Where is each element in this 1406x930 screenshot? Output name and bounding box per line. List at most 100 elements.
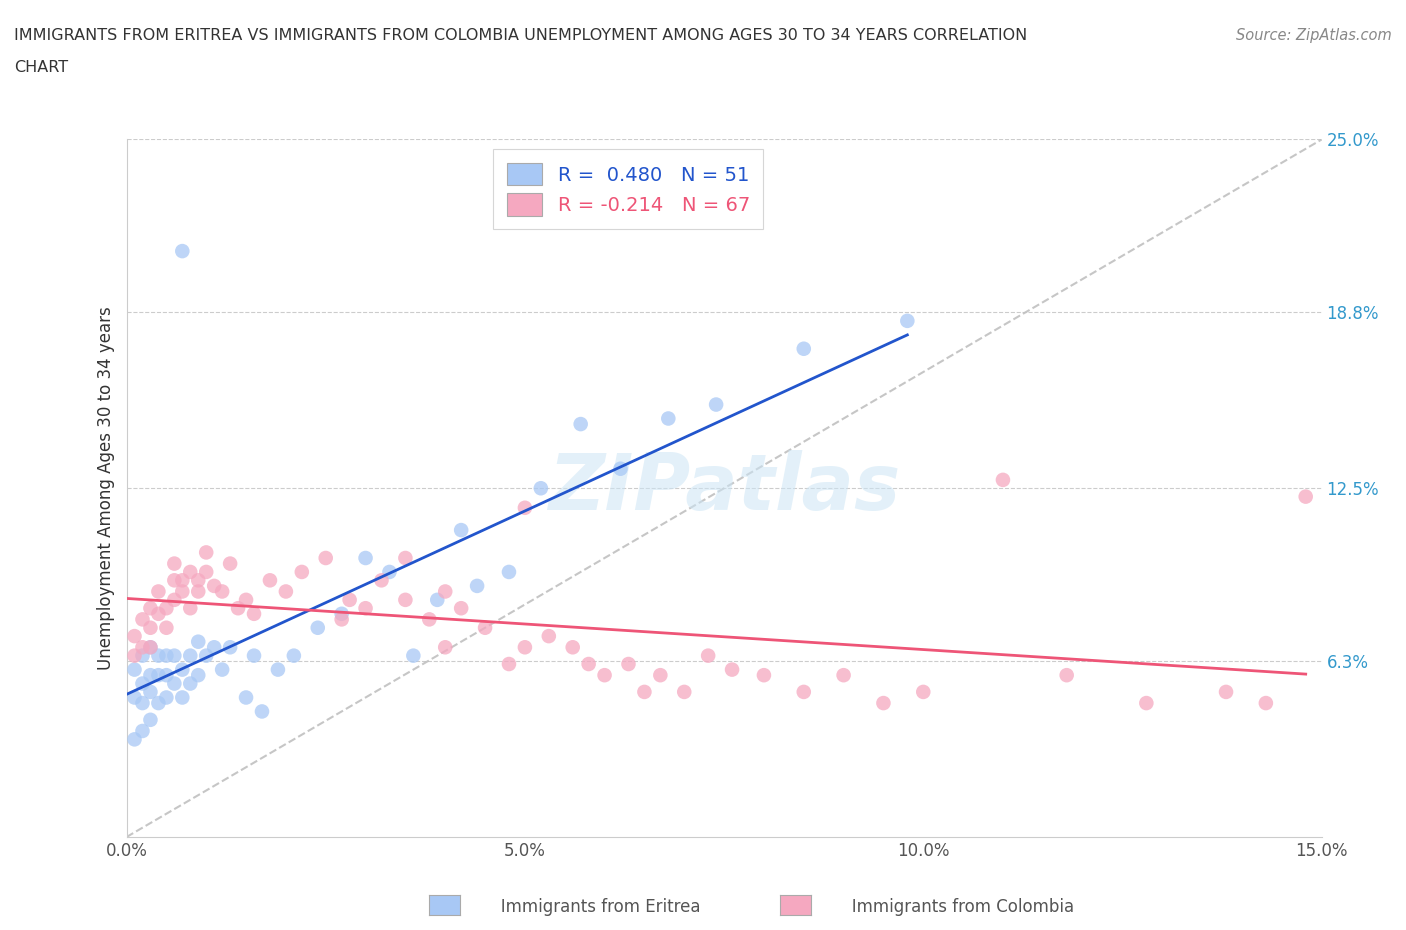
- Text: Immigrants from Eritrea: Immigrants from Eritrea: [464, 897, 700, 916]
- Point: [704, 397, 727, 412]
- Point: [187, 634, 209, 649]
- Point: [187, 668, 209, 683]
- Point: [378, 565, 401, 579]
- Point: [243, 648, 266, 663]
- Point: [339, 592, 361, 607]
- Point: [124, 690, 146, 705]
- Point: [793, 684, 815, 699]
- Point: [912, 684, 935, 699]
- Point: [124, 648, 146, 663]
- Point: [235, 690, 257, 705]
- Point: [195, 545, 218, 560]
- Point: [139, 668, 162, 683]
- Point: [211, 584, 233, 599]
- Point: [578, 657, 600, 671]
- Point: [498, 565, 520, 579]
- Point: [633, 684, 655, 699]
- Point: [131, 640, 153, 655]
- Point: [593, 668, 616, 683]
- Point: [139, 640, 162, 655]
- Point: [124, 662, 146, 677]
- Point: [155, 690, 177, 705]
- Point: [1295, 489, 1317, 504]
- Point: [163, 573, 186, 588]
- Point: [172, 584, 194, 599]
- Point: [650, 668, 672, 683]
- Point: [434, 640, 457, 655]
- Text: Source: ZipAtlas.com: Source: ZipAtlas.com: [1236, 28, 1392, 43]
- Point: [609, 461, 631, 476]
- Text: IMMIGRANTS FROM ERITREA VS IMMIGRANTS FROM COLOMBIA UNEMPLOYMENT AMONG AGES 30 T: IMMIGRANTS FROM ERITREA VS IMMIGRANTS FR…: [14, 28, 1028, 43]
- Point: [163, 556, 186, 571]
- Point: [569, 417, 592, 432]
- Legend: R =  0.480   N = 51, R = -0.214   N = 67: R = 0.480 N = 51, R = -0.214 N = 67: [494, 149, 763, 229]
- Point: [752, 668, 775, 683]
- Point: [402, 648, 425, 663]
- Point: [219, 556, 242, 571]
- Point: [274, 584, 297, 599]
- Point: [561, 640, 583, 655]
- Point: [139, 601, 162, 616]
- Point: [1135, 696, 1157, 711]
- Point: [465, 578, 488, 593]
- Point: [1254, 696, 1277, 711]
- Y-axis label: Unemployment Among Ages 30 to 34 years: Unemployment Among Ages 30 to 34 years: [97, 306, 115, 671]
- Point: [307, 620, 329, 635]
- Point: [315, 551, 337, 565]
- Point: [179, 676, 201, 691]
- Point: [354, 551, 377, 565]
- Point: [896, 313, 918, 328]
- Point: [394, 551, 416, 565]
- Point: [131, 696, 153, 711]
- Point: [235, 592, 257, 607]
- Point: [179, 565, 201, 579]
- Point: [226, 601, 249, 616]
- Point: [163, 676, 186, 691]
- Point: [155, 668, 177, 683]
- Point: [172, 662, 194, 677]
- Point: [172, 690, 194, 705]
- Point: [537, 629, 560, 644]
- Point: [172, 573, 194, 588]
- Point: [370, 573, 392, 588]
- Point: [513, 500, 536, 515]
- Point: [148, 668, 170, 683]
- Point: [267, 662, 290, 677]
- Point: [124, 732, 146, 747]
- Point: [179, 648, 201, 663]
- Point: [1056, 668, 1078, 683]
- Point: [139, 620, 162, 635]
- Point: [259, 573, 281, 588]
- Point: [124, 629, 146, 644]
- Point: [394, 592, 416, 607]
- Point: [163, 592, 186, 607]
- Point: [697, 648, 720, 663]
- Point: [139, 712, 162, 727]
- Point: [673, 684, 696, 699]
- Point: [617, 657, 640, 671]
- Point: [155, 648, 177, 663]
- Point: [530, 481, 553, 496]
- Point: [148, 648, 170, 663]
- Point: [195, 565, 218, 579]
- Point: [163, 648, 186, 663]
- Point: [148, 696, 170, 711]
- Point: [657, 411, 679, 426]
- Text: ZIPatlas: ZIPatlas: [548, 450, 900, 526]
- Point: [202, 640, 225, 655]
- Point: [139, 684, 162, 699]
- Point: [148, 584, 170, 599]
- Text: CHART: CHART: [14, 60, 67, 75]
- Point: [426, 592, 449, 607]
- Point: [250, 704, 273, 719]
- Point: [1215, 684, 1237, 699]
- Point: [172, 244, 194, 259]
- Point: [179, 601, 201, 616]
- Point: [434, 584, 457, 599]
- Point: [330, 612, 353, 627]
- Point: [832, 668, 855, 683]
- Point: [187, 584, 209, 599]
- Point: [131, 612, 153, 627]
- Point: [450, 523, 472, 538]
- Point: [498, 657, 520, 671]
